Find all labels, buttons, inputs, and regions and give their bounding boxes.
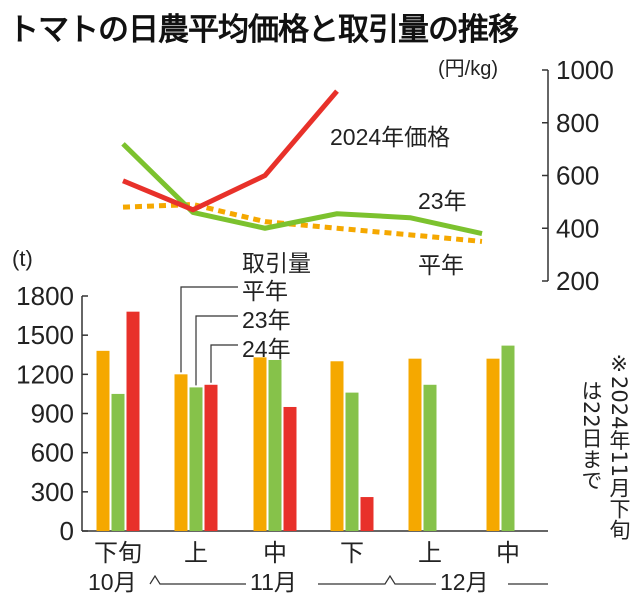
month-label: 10月 <box>88 569 137 595</box>
volume-bar <box>423 384 437 531</box>
x-tick-label: 中 <box>263 540 287 567</box>
x-tick-label: 下旬 <box>94 540 142 567</box>
volume-bar <box>408 358 422 531</box>
legend-leader-line <box>195 315 238 386</box>
x-tick-label: 下 <box>340 540 364 567</box>
price-unit-label: (円/kg) <box>438 58 498 80</box>
footnote-line-2: は22日まで <box>579 380 603 491</box>
volume-label: 取引量 <box>242 250 311 276</box>
series-label-2024-price: 2024年価格 <box>330 124 451 150</box>
x-tick-label: 中 <box>496 540 520 567</box>
volume-tick-label: 300 <box>31 477 74 507</box>
volume-tick-label: 600 <box>31 438 74 468</box>
series-label-avg: 平年 <box>418 252 464 278</box>
price-line <box>122 202 483 244</box>
legend-leader-line <box>210 344 238 383</box>
x-tick-label: 上 <box>184 540 208 567</box>
footnote-line-1: ※2024年11月下旬 <box>607 352 631 541</box>
price-tick-label: 200 <box>556 266 599 296</box>
series-label-23: 23年 <box>418 188 467 214</box>
month-label: 12月 <box>440 569 489 595</box>
volume-bar <box>111 393 125 531</box>
volume-bar <box>501 345 515 531</box>
x-tick-label: 上 <box>418 540 442 567</box>
volume-tick-label: 1200 <box>16 359 74 389</box>
month-label: 11月 <box>250 569 297 595</box>
volume-bar <box>253 357 267 531</box>
price-tick-label: 1000 <box>556 55 614 85</box>
volume-tick-label: 1500 <box>16 320 74 350</box>
volume-bar <box>96 350 110 531</box>
legend-23: 23年 <box>242 307 291 333</box>
volume-bar <box>360 497 374 531</box>
price-tick-label: 400 <box>556 213 599 243</box>
legend-leader-line <box>180 286 238 373</box>
volume-bar <box>189 387 203 531</box>
legend-avg: 平年 <box>242 278 288 304</box>
volume-tick-label: 900 <box>31 399 74 429</box>
volume-bar <box>174 374 188 531</box>
price-line <box>121 142 483 236</box>
volume-bar <box>330 361 344 531</box>
volume-unit-label: (t) <box>12 246 33 271</box>
volume-tick-label: 0 <box>60 516 74 546</box>
price-tick-label: 800 <box>556 108 599 138</box>
volume-bar <box>283 406 297 531</box>
month-separator <box>318 574 436 585</box>
volume-bar <box>268 359 282 531</box>
chart-title: トマトの日農平均価格と取引量の推移 <box>8 12 519 48</box>
legend-24: 24年 <box>242 336 291 362</box>
volume-tick-label: 1800 <box>16 281 74 311</box>
month-separator <box>149 574 246 585</box>
volume-bar <box>126 311 140 531</box>
volume-bar <box>204 384 218 531</box>
price-tick-label: 600 <box>556 161 599 191</box>
volume-bar <box>345 392 359 531</box>
price-line <box>122 89 339 213</box>
volume-bar <box>486 358 500 531</box>
